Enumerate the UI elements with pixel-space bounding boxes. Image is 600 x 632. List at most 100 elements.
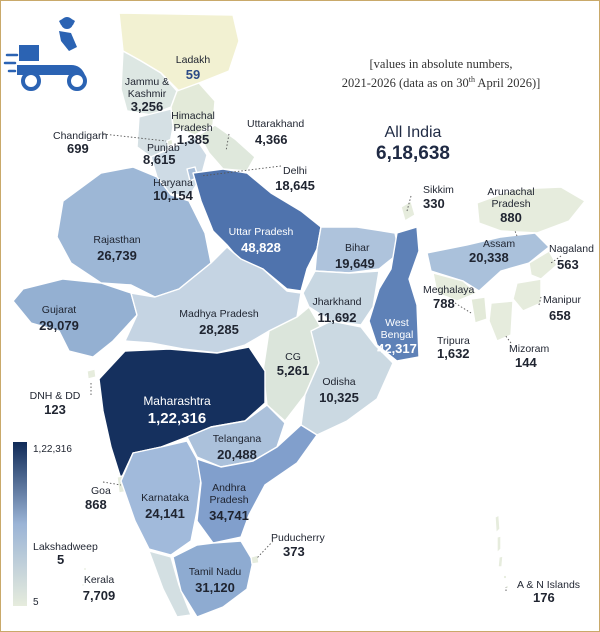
svg-text:7,709: 7,709 — [83, 588, 116, 603]
region-sikkim[interactable] — [400, 200, 416, 222]
region-andhra-pradesh[interactable] — [196, 424, 318, 544]
all-india-label: All India — [385, 124, 442, 141]
label-manipur: Manipur 658 — [543, 294, 581, 323]
region-bihar[interactable] — [314, 226, 400, 274]
svg-text:Tripura: Tripura — [437, 335, 470, 347]
region-karnataka[interactable] — [120, 440, 202, 556]
svg-text:Assam: Assam — [483, 238, 515, 250]
region-uttarakhand[interactable] — [198, 124, 256, 172]
svg-text:31,120: 31,120 — [195, 580, 235, 595]
region-himachal-pradesh[interactable] — [170, 82, 216, 136]
svg-text:Haryana: Haryana — [153, 177, 193, 189]
svg-text:28,285: 28,285 — [199, 322, 239, 337]
svg-text:Pradesh: Pradesh — [491, 198, 530, 210]
label-rajasthan: Rajasthan 26,739 — [93, 234, 140, 263]
svg-text:1,632: 1,632 — [437, 346, 470, 361]
region-gujarat[interactable] — [12, 278, 138, 358]
svg-text:Nagaland: Nagaland — [549, 243, 594, 255]
region-west-bengal[interactable] — [368, 226, 420, 362]
region-meghalaya[interactable] — [432, 272, 478, 302]
region-jharkhand[interactable] — [302, 270, 380, 326]
svg-text:Puducherry: Puducherry — [271, 532, 325, 544]
label-maharashtra: Maharashtra 1,22,316 — [143, 394, 211, 427]
legend-min-label: 5 — [33, 597, 39, 608]
label-bihar: Bihar 19,649 — [335, 242, 375, 271]
svg-text:5,261: 5,261 — [277, 363, 310, 378]
region-andaman-nicobar[interactable] — [494, 514, 510, 590]
svg-text:20,488: 20,488 — [217, 447, 257, 462]
svg-text:Karnataka: Karnataka — [141, 492, 189, 504]
region-uttar-pradesh[interactable] — [192, 168, 322, 292]
svg-text:26,739: 26,739 — [97, 248, 137, 263]
delivery-scooter-icon — [3, 17, 87, 91]
svg-text:Pradesh: Pradesh — [209, 494, 248, 506]
svg-text:18,645: 18,645 — [275, 178, 315, 193]
svg-text:19,649: 19,649 — [335, 256, 375, 271]
svg-text:11,692: 11,692 — [317, 310, 356, 325]
svg-text:Madhya Pradesh: Madhya Pradesh — [179, 308, 259, 320]
svg-text:Rajasthan: Rajasthan — [93, 234, 140, 246]
region-nagaland[interactable] — [528, 250, 558, 280]
svg-text:Kashmir: Kashmir — [128, 88, 167, 100]
svg-text:176: 176 — [533, 590, 555, 605]
svg-text:880: 880 — [500, 210, 522, 225]
svg-text:Kerala: Kerala — [84, 574, 115, 586]
svg-text:658: 658 — [549, 308, 571, 323]
legend-max-label: 1,22,316 — [33, 444, 72, 455]
svg-text:Manipur: Manipur — [543, 294, 581, 306]
label-madhya-pradesh: Madhya Pradesh 28,285 — [179, 308, 259, 337]
svg-text:10,325: 10,325 — [319, 390, 359, 405]
region-lakshadweep[interactable] — [80, 566, 92, 588]
svg-text:3,256: 3,256 — [131, 99, 164, 114]
svg-text:Punjab: Punjab — [147, 142, 180, 154]
svg-text:CG: CG — [285, 351, 301, 363]
svg-text:Jharkhand: Jharkhand — [312, 296, 361, 308]
region-tamil-nadu[interactable] — [172, 540, 254, 618]
svg-text:144: 144 — [515, 355, 537, 370]
region-dnh-dd[interactable] — [86, 368, 97, 380]
svg-text:Gujarat: Gujarat — [42, 304, 77, 316]
svg-text:373: 373 — [283, 544, 305, 559]
label-tamil-nadu: Tamil Nadu 31,120 — [189, 566, 242, 595]
svg-text:Delhi: Delhi — [283, 165, 307, 177]
svg-text:5: 5 — [57, 552, 64, 567]
svg-text:330: 330 — [423, 196, 445, 211]
label-telangana: Telangana 20,488 — [213, 433, 262, 462]
svg-text:Uttarakhand: Uttarakhand — [247, 118, 304, 130]
svg-text:42,317: 42,317 — [377, 341, 417, 356]
svg-text:Chandigarh: Chandigarh — [53, 130, 107, 142]
label-chhattisgarh: CG5,261 — [277, 351, 310, 378]
region-chandigarh[interactable] — [166, 138, 174, 147]
svg-text:West: West — [385, 317, 409, 329]
region-tripura[interactable] — [470, 296, 488, 324]
svg-text:Bihar: Bihar — [345, 242, 370, 254]
svg-text:868: 868 — [85, 497, 107, 512]
region-madhya-pradesh[interactable] — [124, 246, 302, 354]
region-mizoram[interactable] — [488, 300, 514, 342]
region-kerala[interactable] — [148, 550, 192, 618]
region-odisha[interactable] — [300, 320, 394, 436]
region-puducherry[interactable] — [250, 554, 260, 565]
region-arunachal-pradesh[interactable] — [476, 186, 586, 234]
label-uttarakhand: Uttarakhand 4,366 — [247, 118, 304, 147]
region-telangana[interactable] — [186, 404, 286, 468]
region-manipur[interactable] — [512, 278, 542, 312]
svg-text:Ladakh: Ladakh — [176, 54, 211, 66]
svg-text:123: 123 — [44, 402, 66, 417]
svg-text:1,385: 1,385 — [177, 132, 210, 147]
